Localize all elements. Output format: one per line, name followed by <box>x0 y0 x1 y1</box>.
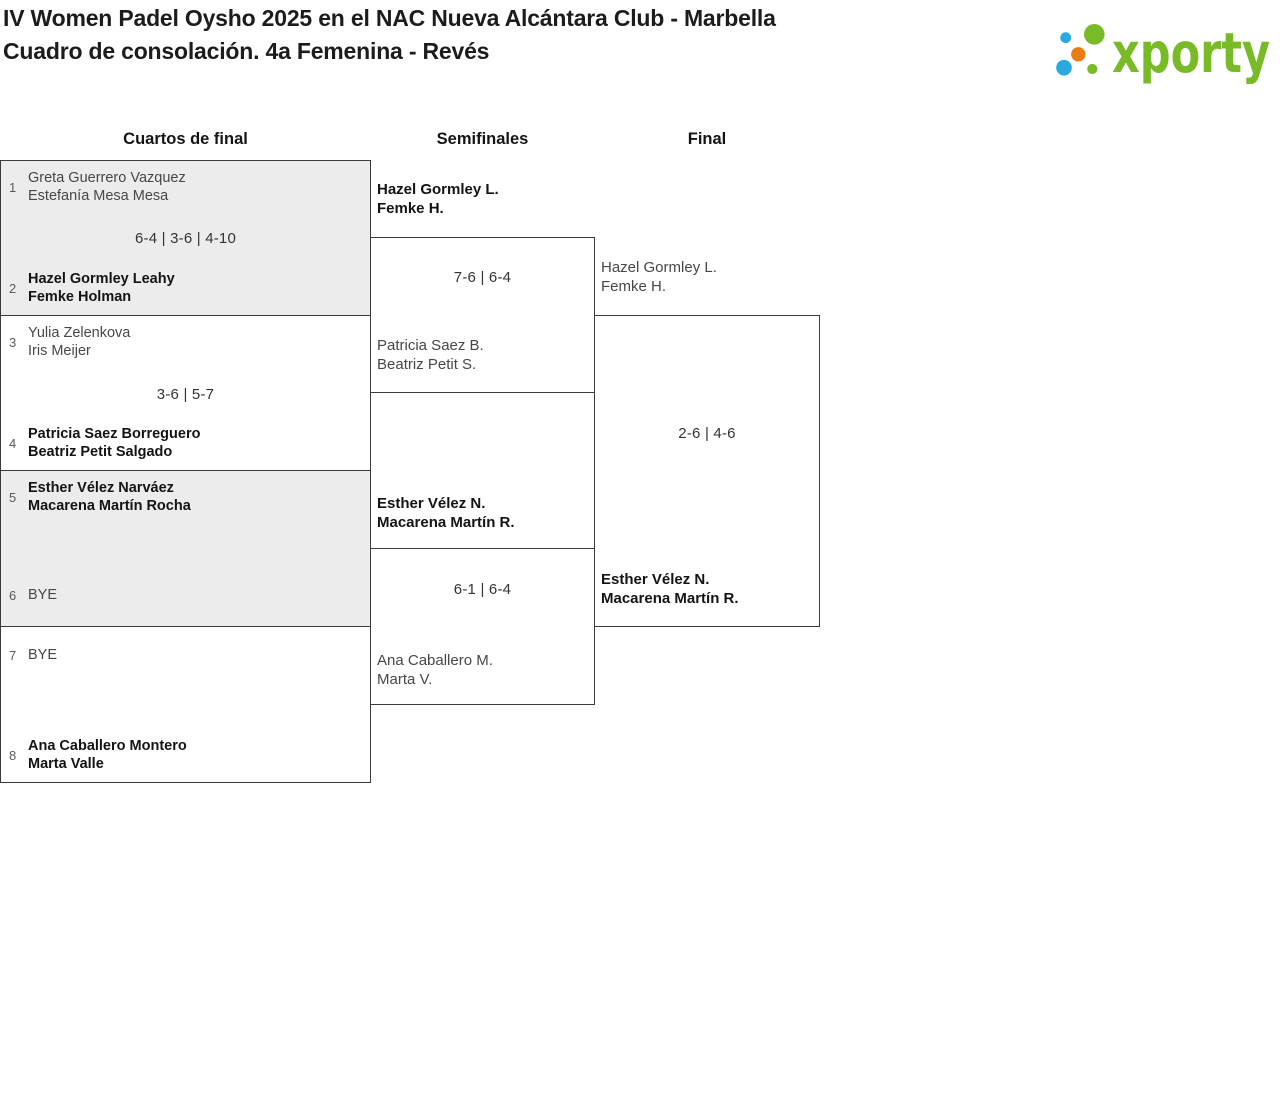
logo-dot-green-large <box>1084 24 1105 45</box>
seed-number: 4 <box>9 436 17 451</box>
match-qf-1: 1 Greta Guerrero Vazquez Estefanía Mesa … <box>0 160 371 316</box>
team-name: Yulia Zelenkova Iris Meijer <box>28 325 131 359</box>
team-slot: 1 Greta Guerrero Vazquez Estefanía Mesa … <box>9 170 186 205</box>
match-score: 6-4 | 3-6 | 4-10 <box>134 230 237 247</box>
seed-number: 3 <box>9 335 17 350</box>
team-name-sf1-top: Hazel Gormley L. Femke H. <box>377 181 499 217</box>
team-slot: 5 Esther Vélez Narváez Macarena Martín R… <box>9 480 191 515</box>
team-name-final-bottom: Esther Vélez N. Macarena Martín R. <box>601 571 739 607</box>
xporty-logo-icon: xporty <box>1056 21 1270 85</box>
team-name: BYE <box>28 586 58 603</box>
page-title: IV Women Padel Oysho 2025 en el NAC Nuev… <box>3 5 776 31</box>
match-qf-4: 7 BYE 8 Ana Caballero Montero Marta Vall… <box>0 626 371 783</box>
logo-dot-blue-small <box>1060 32 1072 44</box>
match-score: 7-6 | 6-4 <box>453 269 512 286</box>
match-qf-2: 3 Yulia Zelenkova Iris Meijer 3-6 | 5-7 … <box>0 315 371 471</box>
match-score: 3-6 | 5-7 <box>156 386 215 403</box>
team-name-sf1-bottom: Patricia Saez B. Beatriz Petit S. <box>377 337 484 373</box>
logo-wordmark: xporty <box>1112 21 1270 85</box>
seed-number: 7 <box>9 648 17 664</box>
team-name: Patricia Saez Borreguero Beatriz Petit S… <box>28 426 201 460</box>
logo-dot-blue-large <box>1056 59 1072 76</box>
round-header-final: Final <box>687 130 727 148</box>
team-name-sf2-top: Esther Vélez N. Macarena Martín R. <box>377 495 515 531</box>
match-qf-3: 5 Esther Vélez Narváez Macarena Martín R… <box>0 470 371 627</box>
match-score: 6-1 | 6-4 <box>453 581 512 598</box>
round-header-cuartos: Cuartos de final <box>123 130 248 148</box>
team-name: BYE <box>28 647 58 663</box>
team-slot: 8 Ana Caballero Montero Marta Valle <box>9 738 187 773</box>
team-slot: 4 Patricia Saez Borreguero Beatriz Petit… <box>9 426 200 461</box>
team-name: Greta Guerrero Vazquez Estefanía Mesa Me… <box>28 170 186 204</box>
team-slot: 2 Hazel Gormley Leahy Femke Holman <box>9 271 175 306</box>
match-score: 2-6 | 4-6 <box>678 425 736 442</box>
seed-number: 2 <box>9 281 17 296</box>
xporty-logo[interactable]: xporty <box>1048 14 1278 93</box>
seed-number: 1 <box>9 180 17 195</box>
logo-dot-orange <box>1071 47 1086 62</box>
team-name-final-top: Hazel Gormley L. Femke H. <box>601 259 717 295</box>
team-name: Ana Caballero Montero Marta Valle <box>28 738 187 772</box>
seed-number: 8 <box>9 748 17 763</box>
round-header-semifinales: Semifinales <box>436 130 529 148</box>
page-subtitle: Cuadro de consolación. 4a Femenina - Rev… <box>3 38 490 64</box>
team-slot: 7 BYE <box>9 647 57 665</box>
logo-dot-green-small <box>1087 63 1098 75</box>
seed-number: 6 <box>9 587 17 603</box>
team-name: Hazel Gormley Leahy Femke Holman <box>28 271 175 305</box>
team-name: Esther Vélez Narváez Macarena Martín Roc… <box>28 480 191 514</box>
header: IV Women Padel Oysho 2025 en el NAC Nuev… <box>3 2 833 68</box>
match-final: 2-6 | 4-6 <box>594 315 820 627</box>
seed-number: 5 <box>9 490 17 505</box>
team-slot: 6 BYE <box>9 587 57 605</box>
team-slot: 3 Yulia Zelenkova Iris Meijer <box>9 325 130 360</box>
team-name-sf2-bottom: Ana Caballero M. Marta V. <box>377 652 493 688</box>
